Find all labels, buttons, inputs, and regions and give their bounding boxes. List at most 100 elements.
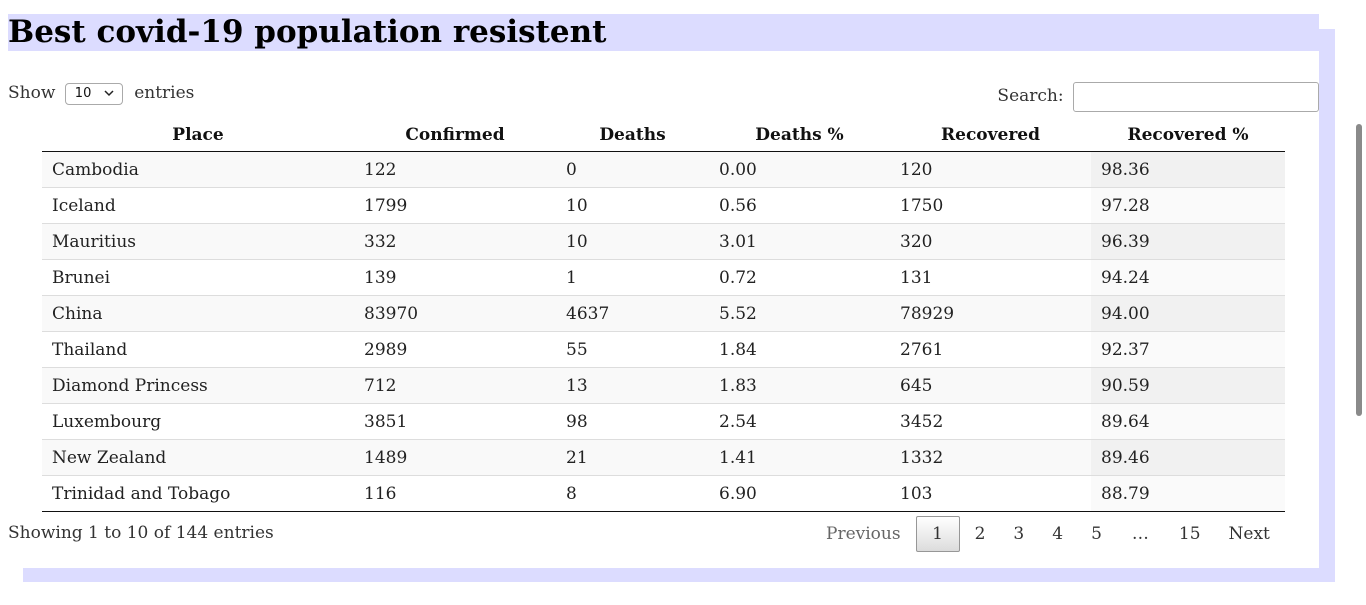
table-cell: Trinidad and Tobago [42, 475, 354, 512]
column-header[interactable]: Deaths [556, 118, 709, 152]
page-15-button[interactable]: 15 [1178, 524, 1201, 544]
table-cell: 1 [556, 259, 709, 296]
table-row: China 83970 4637 5.52 78929 94.00 [42, 295, 1285, 332]
scrollbar-thumb[interactable] [1356, 124, 1362, 416]
main-panel: Best covid-19 population resistent Show … [8, 14, 1319, 568]
table-row: Mauritius 332 10 3.01 320 96.39 [42, 223, 1285, 260]
table-cell: New Zealand [42, 439, 354, 476]
table-cell: 1.41 [709, 439, 890, 476]
table-cell: 2989 [354, 331, 556, 368]
table-cell: 98.36 [1091, 151, 1285, 188]
table-cell: 712 [354, 367, 556, 404]
column-header[interactable]: Recovered % [1091, 118, 1285, 152]
table-cell: 21 [556, 439, 709, 476]
entries-length-control: Show 10 entries [8, 80, 194, 106]
table-cell: 2.54 [709, 403, 890, 440]
column-header[interactable]: Recovered [890, 118, 1091, 152]
entries-length-value: 10 [74, 85, 92, 101]
table-cell: 1332 [890, 439, 1091, 476]
table-body: Cambodia 122 0 0.00 120 98.36 Iceland 1799 10 0.5… [42, 151, 1285, 512]
column-header[interactable]: Deaths % [709, 118, 890, 152]
table-row: Iceland 1799 10 0.56 1750 97.28 [42, 187, 1285, 224]
table-cell: 3452 [890, 403, 1091, 440]
table-row: Cambodia 122 0 0.00 120 98.36 [42, 151, 1285, 188]
table-cell: 90.59 [1091, 367, 1285, 404]
table-cell: 4637 [556, 295, 709, 332]
table-cell: 645 [890, 367, 1091, 404]
table-cell: Iceland [42, 187, 354, 224]
table-cell: 10 [556, 223, 709, 260]
entries-label: entries [134, 83, 195, 103]
vertical-scrollbar[interactable] [1351, 0, 1366, 605]
table-cell: 1750 [890, 187, 1091, 224]
table-cell: 98 [556, 403, 709, 440]
table-cell: 5.52 [709, 295, 890, 332]
table-cell: 92.37 [1091, 331, 1285, 368]
column-header[interactable]: Place [42, 118, 354, 152]
table-row: Trinidad and Tobago 116 8 6.90 103 88.79 [42, 475, 1285, 512]
table-cell: 10 [556, 187, 709, 224]
page-title: Best covid-19 population resistent [8, 14, 607, 50]
table-cell: 122 [354, 151, 556, 188]
table-header-row: Place Confirmed Deaths Deaths % Recovered Rec… [42, 118, 1285, 152]
table-cell: 6.90 [709, 475, 890, 512]
entries-length-select[interactable]: 10 [64, 82, 123, 105]
table-cell: 13 [556, 367, 709, 404]
page-numbers: 1 2 3 4 5 … 15 [914, 516, 1214, 552]
table-cell: Diamond Princess [42, 367, 354, 404]
table-row: New Zealand 1489 21 1.41 1332 89.46 [42, 439, 1285, 476]
table-cell: 96.39 [1091, 223, 1285, 260]
table-cell: 120 [890, 151, 1091, 188]
table-cell: 3.01 [709, 223, 890, 260]
table-cell: 103 [890, 475, 1091, 512]
table-cell: 0.00 [709, 151, 890, 188]
table-cell: China [42, 295, 354, 332]
page-3-button[interactable]: 3 [1013, 524, 1025, 544]
table-cell: 0.72 [709, 259, 890, 296]
table-cell: 116 [354, 475, 556, 512]
covid-table: Place Confirmed Deaths Deaths % Recovered Rec… [42, 118, 1285, 512]
table-cell: 83970 [354, 295, 556, 332]
table-row: Brunei 139 1 0.72 131 94.24 [42, 259, 1285, 296]
title-bar: Best covid-19 population resistent [8, 14, 1319, 51]
table-cell: 88.79 [1091, 475, 1285, 512]
table-cell: Luxembourg [42, 403, 354, 440]
table-cell: Thailand [42, 331, 354, 368]
page-4-button[interactable]: 4 [1052, 524, 1064, 544]
search-label: Search: [997, 86, 1064, 106]
table-cell: 139 [354, 259, 556, 296]
page-1-button[interactable]: 1 [915, 516, 960, 552]
table-cell: Cambodia [42, 151, 354, 188]
table-cell: 332 [354, 223, 556, 260]
table-cell: 94.24 [1091, 259, 1285, 296]
table-cell: 89.46 [1091, 439, 1285, 476]
table-cell: 1.83 [709, 367, 890, 404]
show-label: Show [8, 83, 56, 103]
table-cell: 0 [556, 151, 709, 188]
next-page-button[interactable]: Next [1228, 524, 1270, 544]
table-cell: 55 [556, 331, 709, 368]
table-info: Showing 1 to 10 of 144 entries [8, 523, 274, 543]
column-header[interactable]: Confirmed [354, 118, 556, 152]
pagination-ellipsis: … [1131, 524, 1149, 544]
table-cell: Mauritius [42, 223, 354, 260]
previous-page-button[interactable]: Previous [826, 524, 901, 544]
table-cell: 0.56 [709, 187, 890, 224]
search-input[interactable] [1073, 81, 1319, 112]
page-5-button[interactable]: 5 [1091, 524, 1102, 544]
table-row: Luxembourg 3851 98 2.54 3452 89.64 [42, 403, 1285, 440]
page-2-button[interactable]: 2 [974, 524, 986, 544]
table-cell: 97.28 [1091, 187, 1285, 224]
table-cell: 1799 [354, 187, 556, 224]
table-cell: 78929 [890, 295, 1091, 332]
table-row: Thailand 2989 55 1.84 2761 92.37 [42, 331, 1285, 368]
table-cell: Brunei [42, 259, 354, 296]
table-cell: 89.64 [1091, 403, 1285, 440]
table-cell: 2761 [890, 331, 1091, 368]
table-cell: 131 [890, 259, 1091, 296]
table-cell: 94.00 [1091, 295, 1285, 332]
table-cell: 320 [890, 223, 1091, 260]
table-cell: 8 [556, 475, 709, 512]
table-row: Diamond Princess 712 13 1.83 645 90.59 [42, 367, 1285, 404]
chevron-down-icon [104, 89, 114, 96]
